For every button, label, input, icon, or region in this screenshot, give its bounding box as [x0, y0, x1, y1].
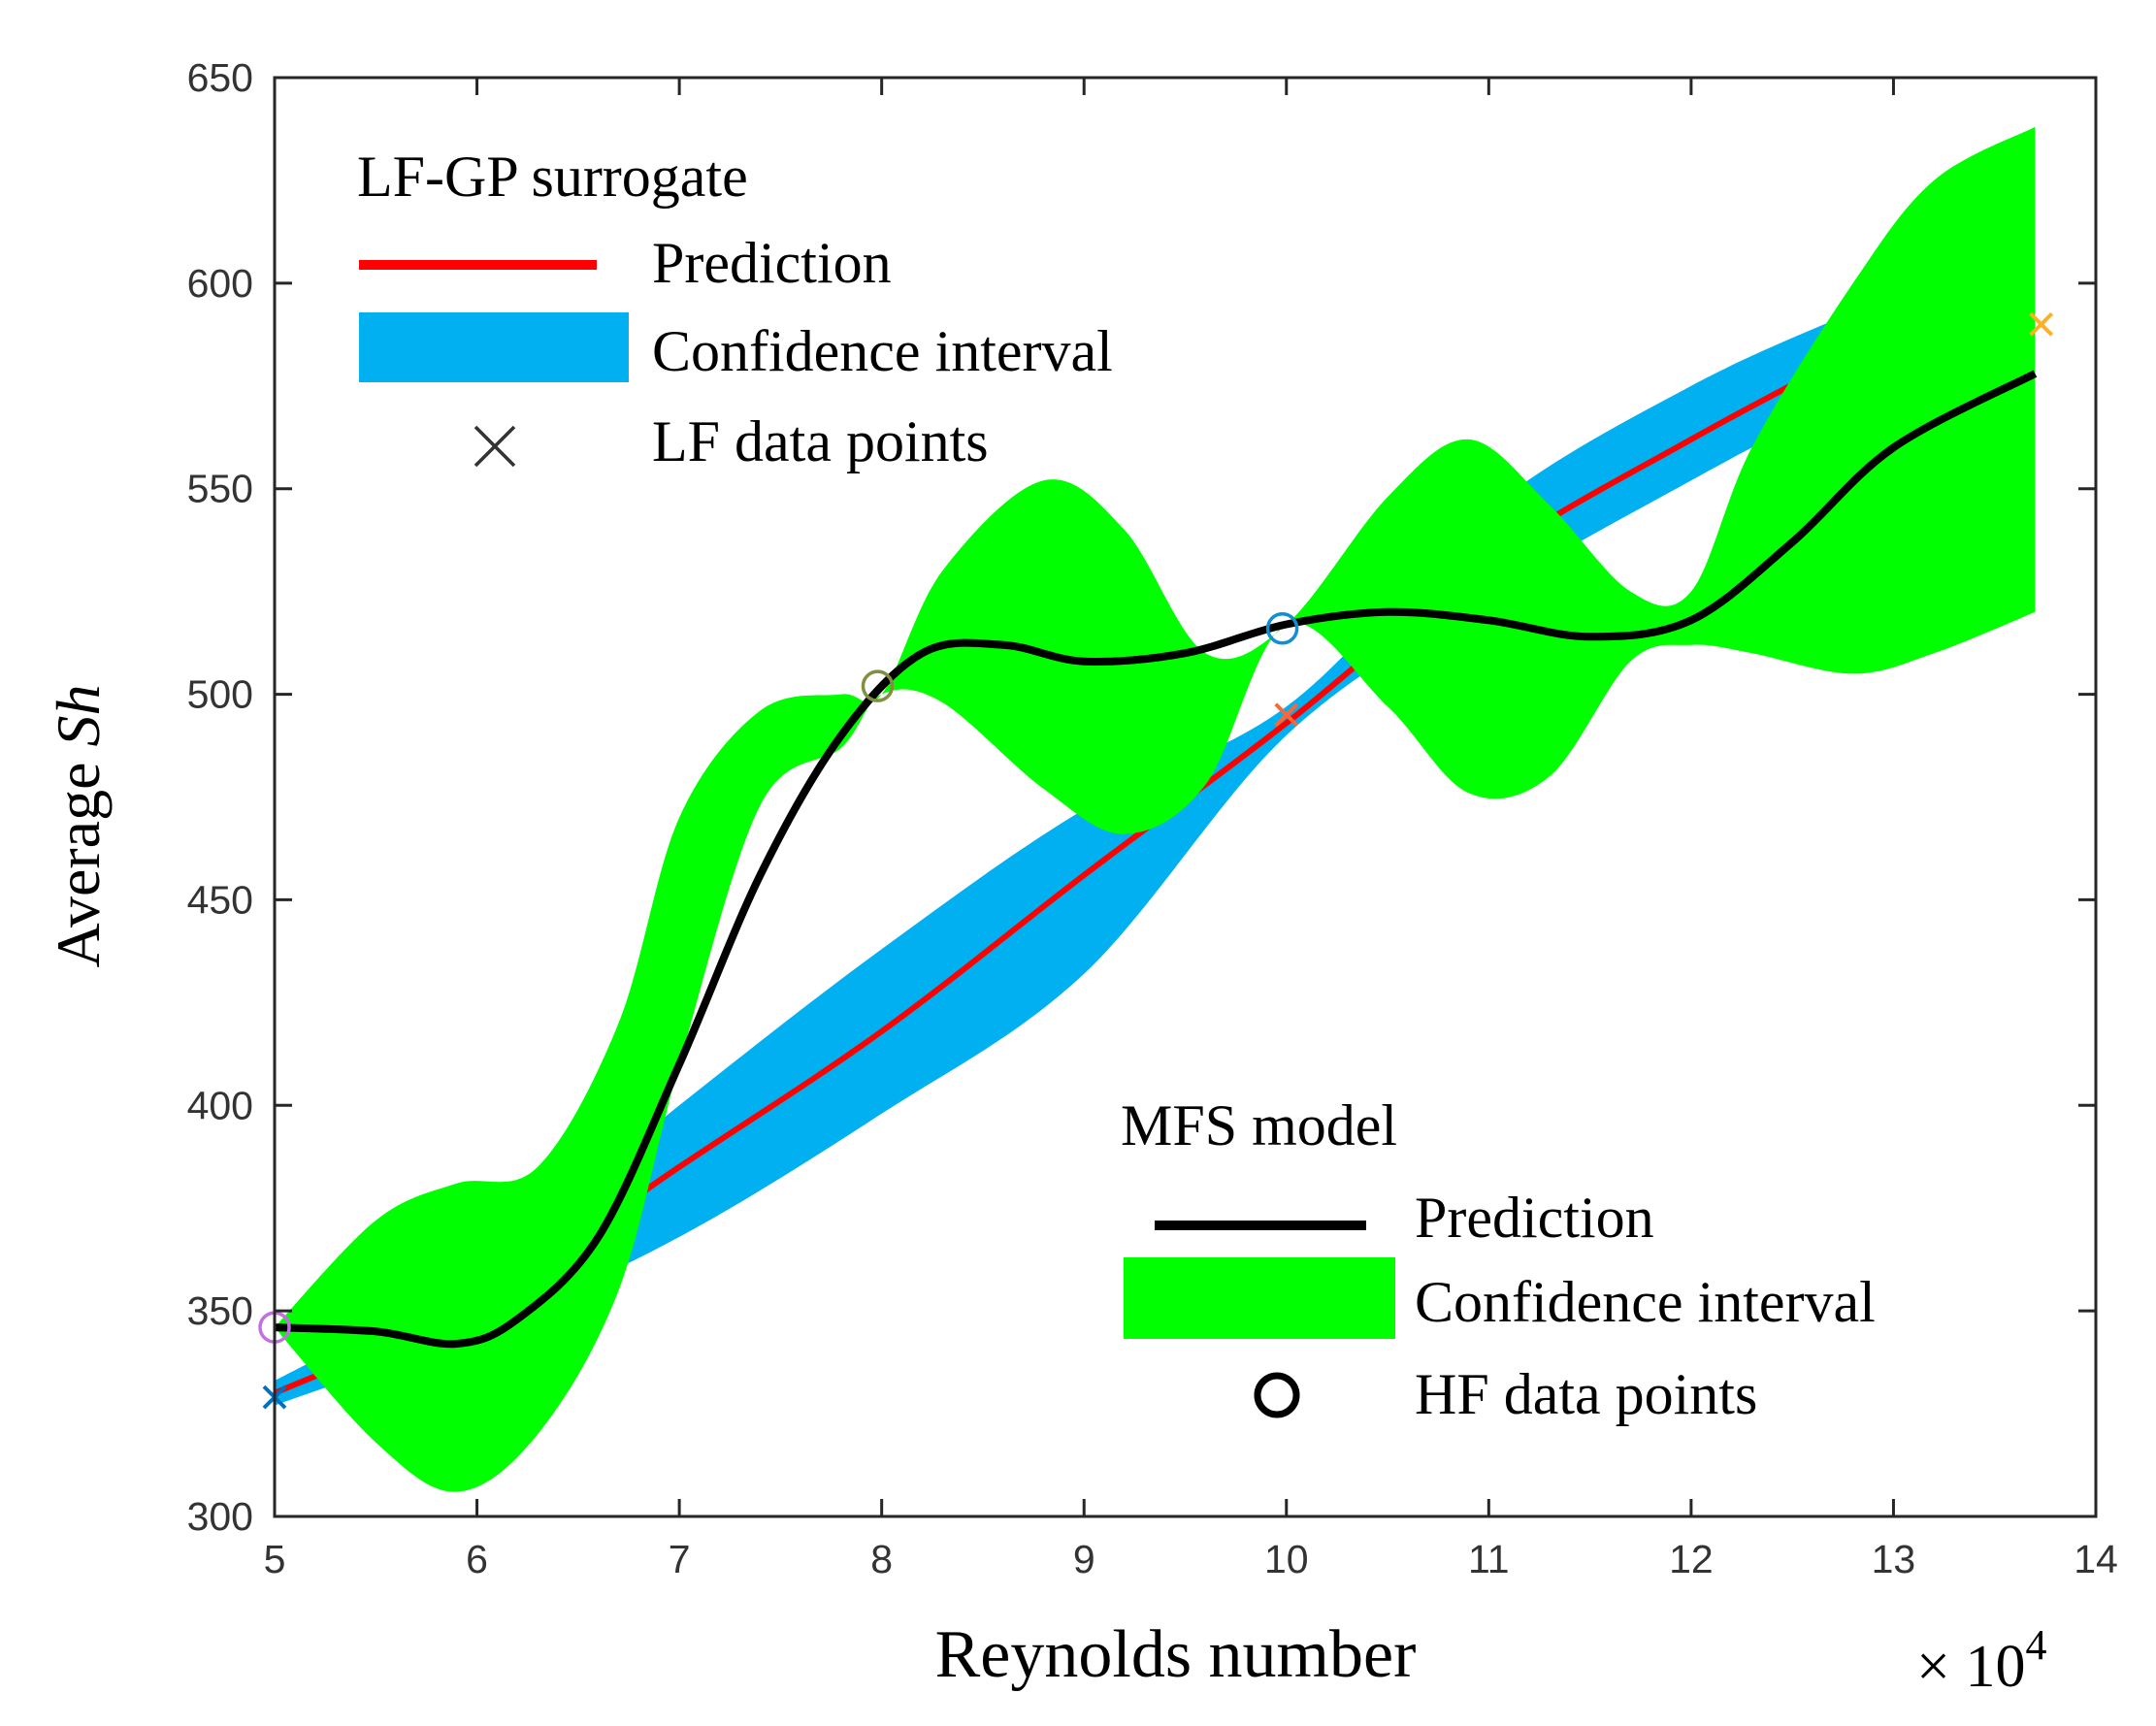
- y-tick-label: 450: [187, 877, 253, 922]
- x-axis-multiplier: × 104: [1916, 1621, 2046, 1700]
- lf-data-point-stroke-b: [1274, 702, 1299, 728]
- x-tick-label: 10: [1264, 1537, 1309, 1581]
- x-tick-label: 8: [870, 1537, 893, 1581]
- x-tick-label: 11: [1468, 1537, 1510, 1581]
- x-tick-label: 9: [1073, 1537, 1095, 1581]
- mfs-confidence-band: [275, 126, 2036, 1492]
- y-tick-label: 650: [187, 55, 253, 100]
- axes-frame: [273, 76, 2098, 1518]
- x-axis-multiplier-exponent: 4: [2025, 1621, 2046, 1669]
- lf-data-point-3: [2029, 311, 2054, 337]
- legend-lf-prediction-label: Prediction: [652, 231, 892, 295]
- y-axis-label: Average Sh: [44, 685, 113, 968]
- y-axis-label-symbol: Sh: [44, 685, 113, 747]
- x-axis-label: Reynolds number: [935, 1617, 1417, 1692]
- x-tick-label: 14: [2074, 1537, 2118, 1581]
- legend-lf-x-marker: [474, 425, 516, 468]
- x-tick-label: 5: [264, 1537, 286, 1581]
- x-tick-label: 6: [466, 1537, 488, 1581]
- mfs-prediction-line: [274, 370, 2038, 1349]
- legend-mfs: MFS model Prediction Confidence interval…: [1121, 1093, 1876, 1426]
- y-tick-label: 500: [187, 672, 253, 717]
- x-tick-label: 7: [669, 1537, 691, 1581]
- lf-data-point-stroke-b: [2029, 311, 2054, 337]
- x-axis-multiplier-base: × 10: [1916, 1634, 2025, 1700]
- legend-mfs-points-label: HF data points: [1415, 1362, 1757, 1426]
- y-tick-label: 550: [187, 467, 253, 511]
- y-tick-label: 300: [187, 1494, 253, 1539]
- y-tick-label: 400: [187, 1083, 253, 1127]
- legend-mfs-ci-label: Confidence interval: [1415, 1270, 1876, 1334]
- legend-lf: LF-GP surrogate Prediction Confidence in…: [357, 145, 1113, 473]
- hf-data-point-2: [861, 669, 895, 702]
- legend-mfs-title: MFS model: [1121, 1093, 1397, 1157]
- y-axis-label-prefix: Average: [44, 747, 113, 968]
- x-tick-label: 12: [1669, 1537, 1714, 1581]
- legend-lf-ci-label: Confidence interval: [652, 319, 1113, 383]
- legend-mfs-circle-marker: [1254, 1372, 1300, 1418]
- series-layer: [258, 126, 2054, 1492]
- y-tick-label: 600: [187, 261, 253, 306]
- legend-lf-points-label: LF data points: [652, 409, 989, 473]
- tick-layer: 5 6 7 8 9 10 11 12 13 14 300 350 400 450 500 550 600 650: [187, 55, 2118, 1581]
- legend-lf-title: LF-GP surrogate: [357, 145, 748, 209]
- legend-mfs-ci-swatch: [1124, 1257, 1395, 1339]
- lf-data-point-2: [1274, 702, 1299, 728]
- legend-lf-ci-swatch: [359, 312, 629, 382]
- x-tick-label: 13: [1872, 1537, 1916, 1581]
- hf-data-point-3: [1265, 612, 1299, 645]
- legend-mfs-prediction-label: Prediction: [1415, 1186, 1654, 1250]
- y-tick-label: 350: [187, 1288, 253, 1333]
